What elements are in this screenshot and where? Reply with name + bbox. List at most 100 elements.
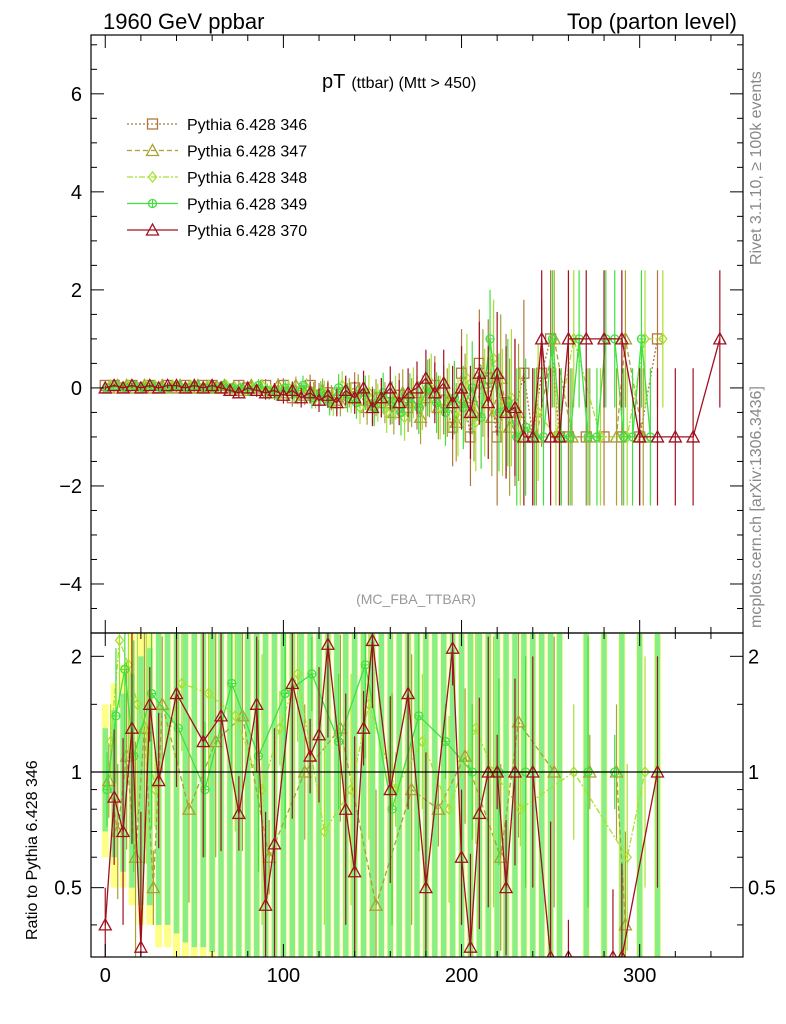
band-green — [334, 633, 340, 957]
ratio-point-s348 — [515, 803, 526, 816]
point-s370 — [686, 429, 701, 443]
legend-label: Pythia 6.428 348 — [187, 170, 307, 187]
xtick-label: 100 — [267, 965, 300, 987]
mcplots-label: mcplots.cern.ch [arXiv:1306.3436] — [748, 386, 765, 628]
ratio-point-s348 — [568, 765, 579, 779]
point-s370 — [650, 429, 665, 443]
point-s349-cross — [566, 432, 575, 441]
point-s349-cross — [628, 432, 637, 441]
main-ytick-label: −2 — [59, 476, 82, 498]
legend-entry-s346: Pythia 6.428 346 — [127, 117, 307, 134]
series-s370 — [98, 270, 727, 506]
ratio-point-s370 — [338, 801, 353, 815]
ratio-point-s348 — [177, 677, 187, 690]
point-s348 — [658, 332, 668, 345]
ratio-point-s349-cross — [111, 711, 120, 720]
ratio-ytick-label-left: 0.5 — [54, 878, 82, 900]
band-green — [253, 633, 260, 957]
ratio-point-s370 — [249, 696, 264, 710]
ratio-point-s370 — [356, 720, 371, 734]
point-s370 — [169, 378, 184, 392]
band-green — [449, 633, 456, 957]
ratio-ylabel: Ratio to Pythia 6.428 346 — [24, 760, 41, 940]
ratio-point-s370 — [142, 696, 157, 710]
point-s370 — [142, 378, 157, 392]
point-s349-cross — [521, 423, 530, 432]
point-s370 — [107, 378, 122, 392]
point-s370 — [347, 390, 362, 404]
ratio-point-s348 — [319, 825, 330, 838]
point-s370 — [614, 331, 629, 345]
band-green — [601, 633, 607, 957]
ratio-point-s370 — [124, 720, 140, 734]
band-green — [209, 633, 215, 953]
header-right: Top (parton level) — [567, 9, 737, 34]
point-s370 — [205, 378, 220, 392]
legend: Pythia 6.428 346 Pythia 6.428 347 Pythia 6… — [127, 117, 307, 240]
point-s349-cross — [396, 408, 405, 417]
ratio-panel: 0.5 0.5 1 1 2 2 0 100 200 300 Ratio to Pythia 6.4… — [24, 632, 776, 987]
series-line-s346 — [105, 338, 659, 438]
legend-label: Pythia 6.428 346 — [187, 117, 307, 134]
ratio-point-s347 — [181, 801, 197, 815]
point-s348 — [462, 372, 472, 385]
ratio-point-s370 — [445, 640, 460, 654]
plot-title-sub: (ttbar) (Mtt > 450) — [351, 75, 476, 92]
point-s348 — [622, 430, 633, 443]
point-s370 — [454, 380, 469, 394]
ratio-point-s349-cross — [147, 689, 156, 698]
ratio-point-s348 — [132, 698, 143, 711]
ratio-point-s349-cross — [361, 660, 370, 669]
band-green — [280, 633, 287, 957]
point-s370 — [374, 390, 389, 404]
point-s370 — [427, 385, 442, 399]
ratio-point-s348 — [230, 709, 241, 722]
legend-label: Pythia 6.428 349 — [187, 197, 307, 214]
main-axes: −4 −2 0 2 4 6 — [59, 35, 743, 634]
ratio-point-s349-cross — [281, 689, 290, 698]
legend-marker — [145, 143, 160, 157]
point-s349-cross — [539, 432, 548, 441]
ratio-point-s370 — [400, 686, 416, 700]
ratio-point-s349-cross — [414, 711, 423, 720]
ratio-ytick-label-left: 1 — [71, 762, 82, 784]
band-green — [378, 633, 385, 957]
main-data-layer — [98, 270, 727, 506]
ratio-point-s349-cross — [174, 724, 183, 733]
point-s370 — [668, 429, 683, 443]
ratio-point-s370 — [472, 806, 487, 820]
ratio-point-s370 — [311, 727, 327, 741]
point-s370 — [329, 395, 344, 409]
point-s370 — [249, 383, 264, 397]
ratio-frame — [90, 632, 744, 958]
main-ytick-label: 0 — [71, 378, 82, 400]
band-green — [467, 633, 474, 957]
xtick-label: 300 — [623, 965, 656, 987]
point-s370 — [596, 331, 612, 345]
point-s348 — [595, 430, 606, 443]
point-s348 — [453, 411, 463, 424]
point-s349-cross — [619, 432, 628, 441]
point-s370 — [516, 429, 531, 443]
point-s349-cross — [494, 408, 503, 417]
ratio-point-s348 — [203, 687, 214, 700]
point-s370 — [445, 395, 460, 409]
band-green — [245, 633, 251, 957]
analysis-tag: (MC_FBA_TTBAR) — [356, 591, 476, 607]
ratio-point-s348 — [346, 783, 356, 796]
point-s349-cross — [414, 403, 423, 412]
point-s349-cross — [441, 408, 450, 417]
point-s370 — [392, 395, 407, 409]
point-s370 — [579, 331, 594, 345]
point-s370 — [463, 405, 478, 419]
ratio-point-s370 — [463, 939, 478, 953]
point-s370 — [543, 429, 558, 443]
point-s349-cross — [548, 334, 557, 343]
band-green — [396, 633, 402, 957]
point-s370 — [124, 378, 140, 392]
point-s370 — [436, 375, 451, 389]
point-s370 — [178, 380, 193, 394]
point-s349-cross — [592, 432, 601, 441]
ratio-point-s370 — [285, 676, 300, 690]
